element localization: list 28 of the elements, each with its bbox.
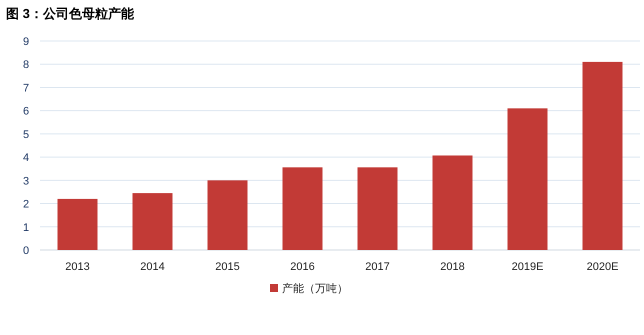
bar	[508, 108, 548, 250]
y-tick-label: 5	[22, 128, 30, 141]
bar	[132, 193, 172, 250]
bar	[432, 155, 472, 250]
y-tick-label: 0	[22, 245, 30, 257]
x-tick-label: 2020E	[586, 261, 618, 273]
bar	[208, 180, 248, 250]
x-tick-label: 2017	[365, 261, 390, 273]
y-tick-label: 3	[22, 175, 30, 188]
x-tick-label: 2014	[140, 261, 165, 273]
x-tick-label: 2018	[440, 261, 465, 273]
y-tick-label: 7	[22, 82, 30, 94]
y-tick-label: 1	[22, 222, 30, 234]
y-tick-label: 2	[22, 198, 30, 211]
bar	[58, 198, 98, 250]
y-tick-label: 6	[22, 106, 30, 118]
bar	[358, 167, 398, 250]
y-tick-label: 8	[22, 59, 30, 72]
legend-label: 产能（万吨）	[282, 282, 348, 295]
y-tick-label: 4	[22, 152, 30, 164]
bar	[282, 167, 322, 250]
x-tick-label: 2013	[65, 261, 90, 273]
y-tick-label: 9	[22, 36, 30, 48]
x-tick-label: 2019E	[512, 261, 544, 273]
bar	[582, 62, 622, 250]
x-tick-label: 2016	[290, 261, 315, 273]
x-tick-label: 2015	[215, 261, 240, 273]
chart-title: 图 3：公司色母粒产能	[6, 6, 135, 21]
